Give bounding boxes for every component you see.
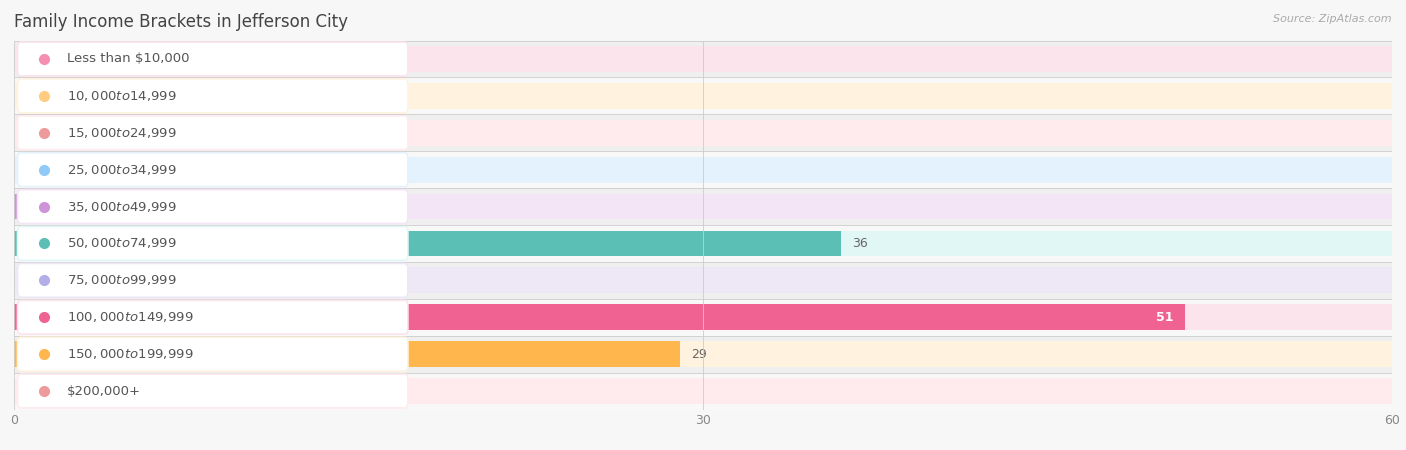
Text: 0: 0	[21, 126, 30, 139]
FancyBboxPatch shape	[17, 189, 408, 224]
Bar	[14, 77, 1392, 114]
Bar	[14, 151, 1392, 188]
Text: $150,000 to $199,999: $150,000 to $199,999	[67, 347, 194, 361]
FancyBboxPatch shape	[17, 263, 408, 297]
Bar	[14, 378, 1392, 404]
Text: 36: 36	[852, 237, 868, 250]
Bar	[14, 230, 1392, 256]
Bar	[14, 341, 681, 367]
FancyBboxPatch shape	[17, 42, 408, 76]
Bar	[14, 83, 1392, 109]
Bar	[14, 194, 1392, 220]
Text: $25,000 to $34,999: $25,000 to $34,999	[67, 162, 177, 177]
Text: $50,000 to $74,999: $50,000 to $74,999	[67, 236, 177, 251]
Bar	[14, 120, 1392, 146]
Bar	[14, 157, 1392, 183]
Text: 29: 29	[692, 348, 707, 360]
Text: Less than $10,000: Less than $10,000	[67, 53, 190, 65]
Bar	[14, 194, 198, 220]
Text: 0: 0	[21, 90, 30, 102]
Bar	[14, 341, 1392, 367]
Text: 0: 0	[21, 163, 30, 176]
Bar	[14, 262, 1392, 299]
Text: 0: 0	[21, 385, 30, 397]
Bar	[14, 188, 1392, 225]
Bar	[14, 336, 1392, 373]
Bar	[14, 373, 1392, 410]
FancyBboxPatch shape	[17, 116, 408, 150]
FancyBboxPatch shape	[17, 337, 408, 371]
Text: 0: 0	[21, 274, 30, 287]
Text: Source: ZipAtlas.com: Source: ZipAtlas.com	[1274, 14, 1392, 23]
Text: $200,000+: $200,000+	[67, 385, 141, 397]
Text: Family Income Brackets in Jefferson City: Family Income Brackets in Jefferson City	[14, 13, 349, 31]
FancyBboxPatch shape	[17, 153, 408, 187]
Bar	[14, 114, 1392, 151]
Text: 51: 51	[1156, 311, 1174, 324]
Text: 8: 8	[209, 200, 218, 213]
Bar	[14, 267, 1392, 293]
Bar	[14, 304, 1185, 330]
Bar	[14, 304, 1392, 330]
FancyBboxPatch shape	[17, 374, 408, 408]
Text: $75,000 to $99,999: $75,000 to $99,999	[67, 273, 177, 288]
Bar	[14, 40, 1392, 77]
Text: $35,000 to $49,999: $35,000 to $49,999	[67, 199, 177, 214]
Text: $10,000 to $14,999: $10,000 to $14,999	[67, 89, 177, 103]
FancyBboxPatch shape	[17, 79, 408, 113]
FancyBboxPatch shape	[17, 300, 408, 334]
Bar	[14, 225, 1392, 262]
Text: $15,000 to $24,999: $15,000 to $24,999	[67, 126, 177, 140]
FancyBboxPatch shape	[17, 226, 408, 261]
Text: 0: 0	[21, 53, 30, 65]
Bar	[14, 230, 841, 256]
Bar	[14, 46, 1392, 72]
Text: $100,000 to $149,999: $100,000 to $149,999	[67, 310, 194, 324]
Bar	[14, 299, 1392, 336]
